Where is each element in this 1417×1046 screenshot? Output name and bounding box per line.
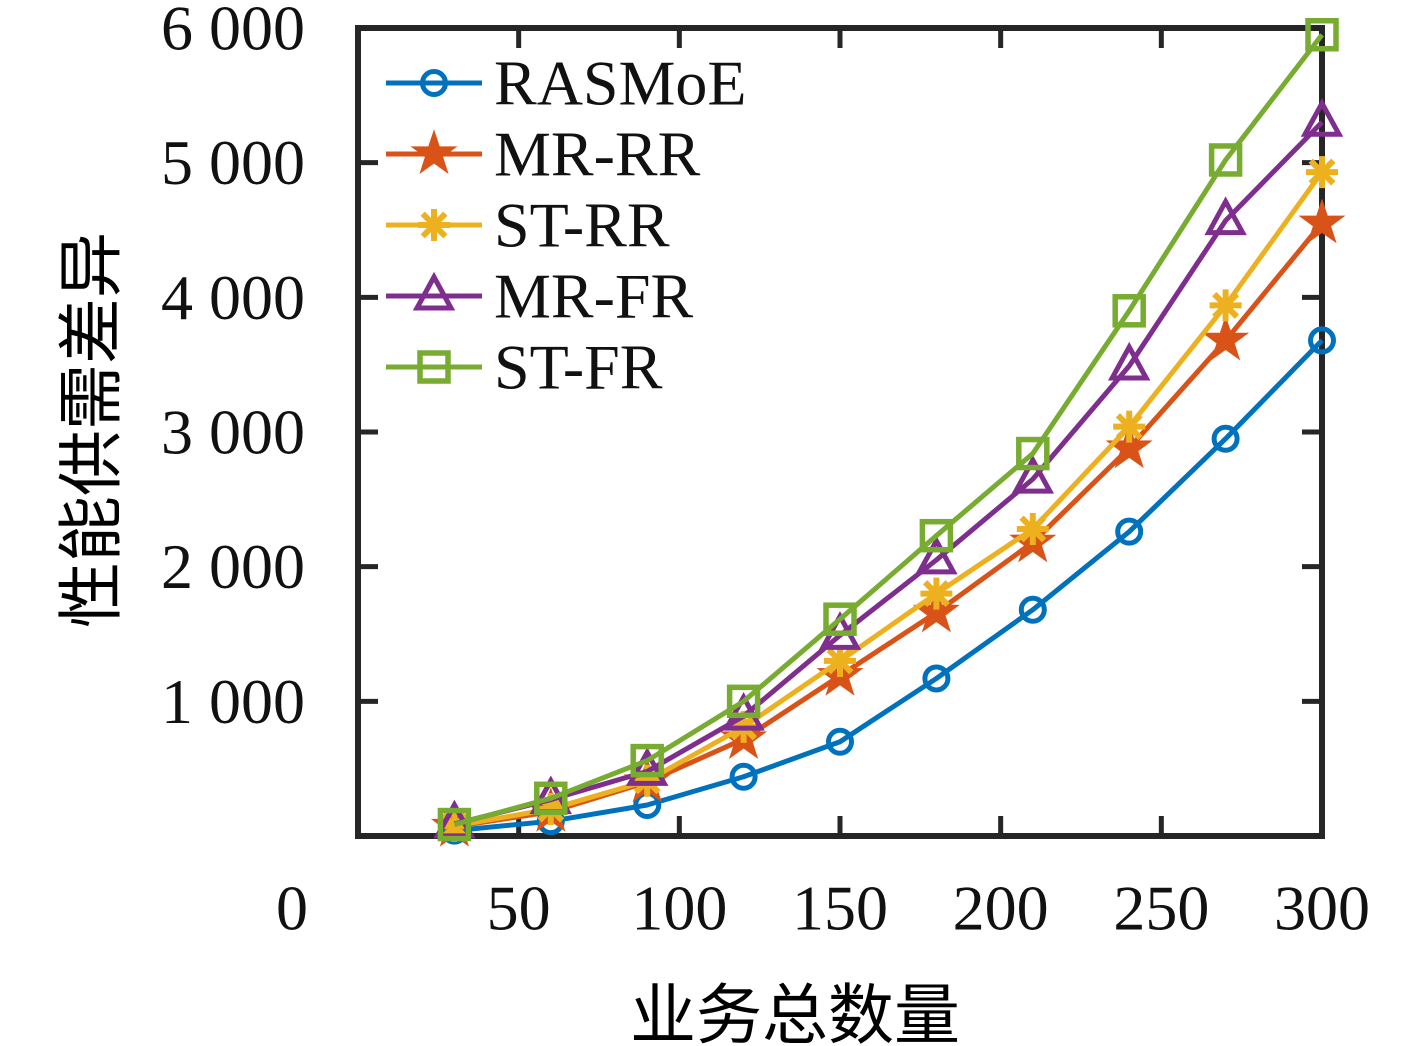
legend-triangle-marker-icon	[412, 271, 456, 311]
x-tick-label: 250	[1113, 873, 1209, 944]
asterisk-marker-icon	[537, 795, 565, 823]
square-marker-icon	[1208, 143, 1243, 177]
y-tick-label: 2 000	[161, 531, 305, 602]
legend-label-ST-RR: ST-RR	[494, 190, 670, 261]
asterisk-marker-icon	[1115, 413, 1143, 441]
x-tick-label: 100	[631, 873, 727, 944]
circle-marker-icon	[922, 664, 951, 693]
star-marker-icon	[1202, 315, 1250, 361]
square-marker-icon	[1112, 294, 1146, 328]
x-tick-label: 300	[1274, 873, 1370, 944]
series-line-RASMoE	[454, 338, 1324, 834]
square-marker-icon	[1016, 436, 1050, 471]
legend-asterisk-marker-icon	[420, 211, 448, 239]
square-marker-icon	[534, 781, 568, 816]
circle-marker-icon	[1211, 424, 1240, 453]
x-tick-label: 150	[792, 873, 888, 944]
triangle-marker-icon	[1204, 196, 1247, 236]
asterisk-marker-icon	[1212, 291, 1240, 319]
triangle-marker-icon	[1107, 341, 1151, 381]
square-marker-icon	[919, 518, 954, 553]
asterisk-marker-icon	[826, 647, 854, 675]
legend-label-RASMoE: RASMoE	[494, 48, 747, 119]
y-tick-label: 1 000	[161, 666, 305, 737]
triangle-marker-icon	[915, 535, 958, 575]
y-axis-label: 性能供需差异	[56, 232, 129, 628]
asterisk-marker-icon	[922, 580, 950, 608]
triangle-marker-icon	[1011, 454, 1055, 494]
series-line-MR-FR	[453, 120, 1324, 827]
circle-marker-icon	[826, 727, 854, 756]
series-line-ST-FR	[453, 33, 1324, 827]
y-tick-label: 3 000	[161, 397, 305, 468]
triangle-marker-icon	[625, 747, 669, 786]
square-marker-icon	[823, 602, 857, 636]
x-tick-label: 200	[953, 873, 1049, 944]
x-tick-label: 50	[487, 873, 551, 944]
legend-circle-marker-icon	[420, 69, 448, 97]
legend-label-MR-FR: MR-FR	[494, 261, 694, 332]
circle-marker-icon	[1308, 326, 1336, 355]
square-marker-icon	[437, 807, 472, 842]
legend-star-marker-icon	[410, 129, 458, 175]
y-tick-label: 6 000	[161, 0, 305, 64]
square-marker-icon	[630, 743, 664, 778]
x-axis-label: 业务总数量	[630, 980, 960, 1046]
legend-square-marker-icon	[417, 350, 451, 384]
y-tick-label: 4 000	[161, 262, 305, 333]
star-marker-icon	[1298, 198, 1346, 244]
asterisk-marker-icon	[1308, 158, 1336, 186]
asterisk-marker-icon	[1019, 515, 1047, 543]
circle-marker-icon	[1018, 595, 1047, 624]
triangle-marker-icon	[1300, 98, 1344, 137]
legend-label-ST-FR: ST-FR	[494, 332, 663, 403]
circle-marker-icon	[729, 762, 758, 791]
series-line-ST-RR	[453, 170, 1325, 829]
square-marker-icon	[1305, 17, 1339, 52]
square-marker-icon	[726, 684, 761, 719]
circle-marker-icon	[1115, 517, 1144, 546]
origin-tick-label: 0	[276, 873, 308, 944]
legend-label-MR-RR: MR-RR	[494, 119, 701, 190]
y-tick-label: 5 000	[161, 127, 305, 198]
